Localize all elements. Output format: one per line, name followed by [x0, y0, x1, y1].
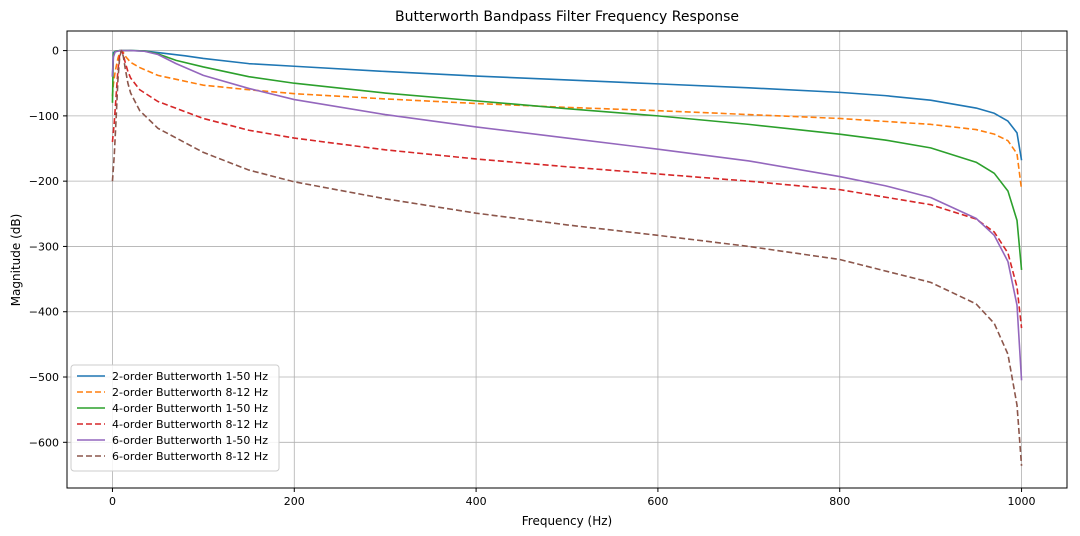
x-tick-label: 800 — [829, 495, 850, 508]
x-axis-ticks: 0 200 400 600 800 1000 — [109, 488, 1036, 508]
legend-label-5: 6-order Butterworth 1-50 Hz — [112, 434, 268, 447]
plot-frame — [66, 30, 1068, 489]
x-tick-label: 400 — [466, 495, 487, 508]
series-line-2 — [111, 49, 1023, 190]
legend-label-1: 2-order Butterworth 1-50 Hz — [112, 370, 268, 383]
y-tick-label: −500 — [29, 371, 59, 384]
x-tick-label: 1000 — [1008, 495, 1036, 508]
series-line-5 — [111, 49, 1023, 381]
y-tick-label: −400 — [29, 306, 59, 319]
y-tick-label: 0 — [52, 45, 59, 58]
y-tick-label: −600 — [29, 436, 59, 449]
x-tick-label: 0 — [109, 495, 116, 508]
y-tick-label: −300 — [29, 240, 59, 253]
y-axis-ticks: 0 −100 −200 −300 −400 −500 −600 — [29, 45, 67, 449]
y-tick-label: −200 — [29, 175, 59, 188]
legend-box — [70, 364, 280, 472]
legend-label-6: 6-order Butterworth 8-12 Hz — [112, 450, 268, 463]
x-axis-label: Frequency (Hz) — [522, 514, 613, 528]
legend-label-4: 4-order Butterworth 8-12 Hz — [112, 418, 268, 431]
chart-title: Butterworth Bandpass Filter Frequency Re… — [395, 9, 739, 25]
x-tick-label: 600 — [647, 495, 668, 508]
series-line-6 — [111, 49, 1023, 466]
legend-label-2: 2-order Butterworth 8-12 Hz — [112, 386, 268, 399]
y-tick-label: −100 — [29, 110, 59, 123]
legend: 2-order Butterworth 1-50 Hz 2-order Butte… — [70, 364, 280, 472]
grid — [67, 31, 1067, 488]
series-line-4 — [111, 49, 1023, 329]
x-tick-label: 200 — [284, 495, 305, 508]
y-axis-label: Magnitude (dB) — [9, 214, 23, 307]
series-lines — [111, 49, 1023, 466]
legend-label-3: 4-order Butterworth 1-50 Hz — [112, 402, 268, 415]
